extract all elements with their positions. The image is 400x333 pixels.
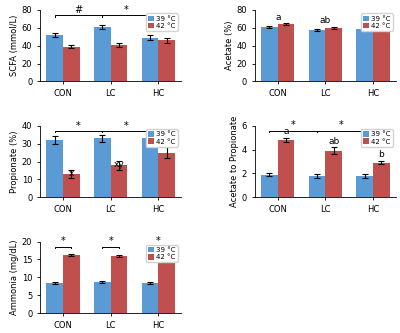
Text: *: * <box>338 120 343 130</box>
Bar <box>142 138 158 197</box>
Bar <box>142 283 158 313</box>
Bar <box>111 256 127 313</box>
Legend: 39 °C, 42 °C: 39 °C, 42 °C <box>360 13 392 31</box>
Bar <box>142 38 158 82</box>
Bar <box>278 140 294 197</box>
Text: *: * <box>291 120 296 130</box>
Bar <box>356 29 373 82</box>
Legend: 39 °C, 42 °C: 39 °C, 42 °C <box>146 13 178 31</box>
Bar <box>46 283 63 313</box>
Bar <box>63 255 80 313</box>
Y-axis label: Ammonia (mg/dL): Ammonia (mg/dL) <box>10 239 19 315</box>
Bar <box>356 176 373 197</box>
Y-axis label: Acetate (%): Acetate (%) <box>225 21 234 71</box>
Bar <box>325 28 342 82</box>
Text: xy: xy <box>114 160 124 168</box>
Bar <box>261 174 278 197</box>
Bar <box>278 24 294 82</box>
Bar <box>158 153 175 197</box>
Text: y: y <box>147 135 152 144</box>
Bar <box>309 176 325 197</box>
Bar <box>325 151 342 197</box>
Text: a: a <box>275 13 280 22</box>
Text: *: * <box>108 236 113 246</box>
Y-axis label: Propionate (%): Propionate (%) <box>10 130 19 193</box>
Bar <box>261 27 278 82</box>
Legend: 39 °C, 42 °C: 39 °C, 42 °C <box>360 129 392 147</box>
Legend: 39 °C, 42 °C: 39 °C, 42 °C <box>146 129 178 147</box>
Text: ab: ab <box>328 137 339 146</box>
Bar <box>111 165 127 197</box>
Bar <box>111 45 127 82</box>
Bar <box>158 258 175 313</box>
Legend: 39 °C, 42 °C: 39 °C, 42 °C <box>146 245 178 262</box>
Text: *: * <box>124 121 128 131</box>
Bar <box>94 282 111 313</box>
Text: *: * <box>124 5 128 15</box>
Bar <box>94 27 111 82</box>
Bar <box>46 140 63 197</box>
Bar <box>309 30 325 82</box>
Bar <box>46 35 63 82</box>
Text: *: * <box>61 236 66 246</box>
Text: ab: ab <box>320 16 331 25</box>
Text: a: a <box>283 128 289 137</box>
Bar <box>63 174 80 197</box>
Text: x: x <box>69 168 74 177</box>
Y-axis label: SCFA (mmol/L): SCFA (mmol/L) <box>10 15 19 76</box>
Bar <box>94 138 111 197</box>
Text: #: # <box>74 5 82 15</box>
Text: *: * <box>156 236 160 246</box>
Bar <box>158 40 175 82</box>
Bar <box>63 47 80 82</box>
Bar <box>373 30 390 82</box>
Bar <box>373 163 390 197</box>
Text: b: b <box>370 19 376 28</box>
Text: *: * <box>76 121 81 131</box>
Y-axis label: Acetate to Propionate: Acetate to Propionate <box>230 116 239 207</box>
Text: b: b <box>378 150 384 159</box>
